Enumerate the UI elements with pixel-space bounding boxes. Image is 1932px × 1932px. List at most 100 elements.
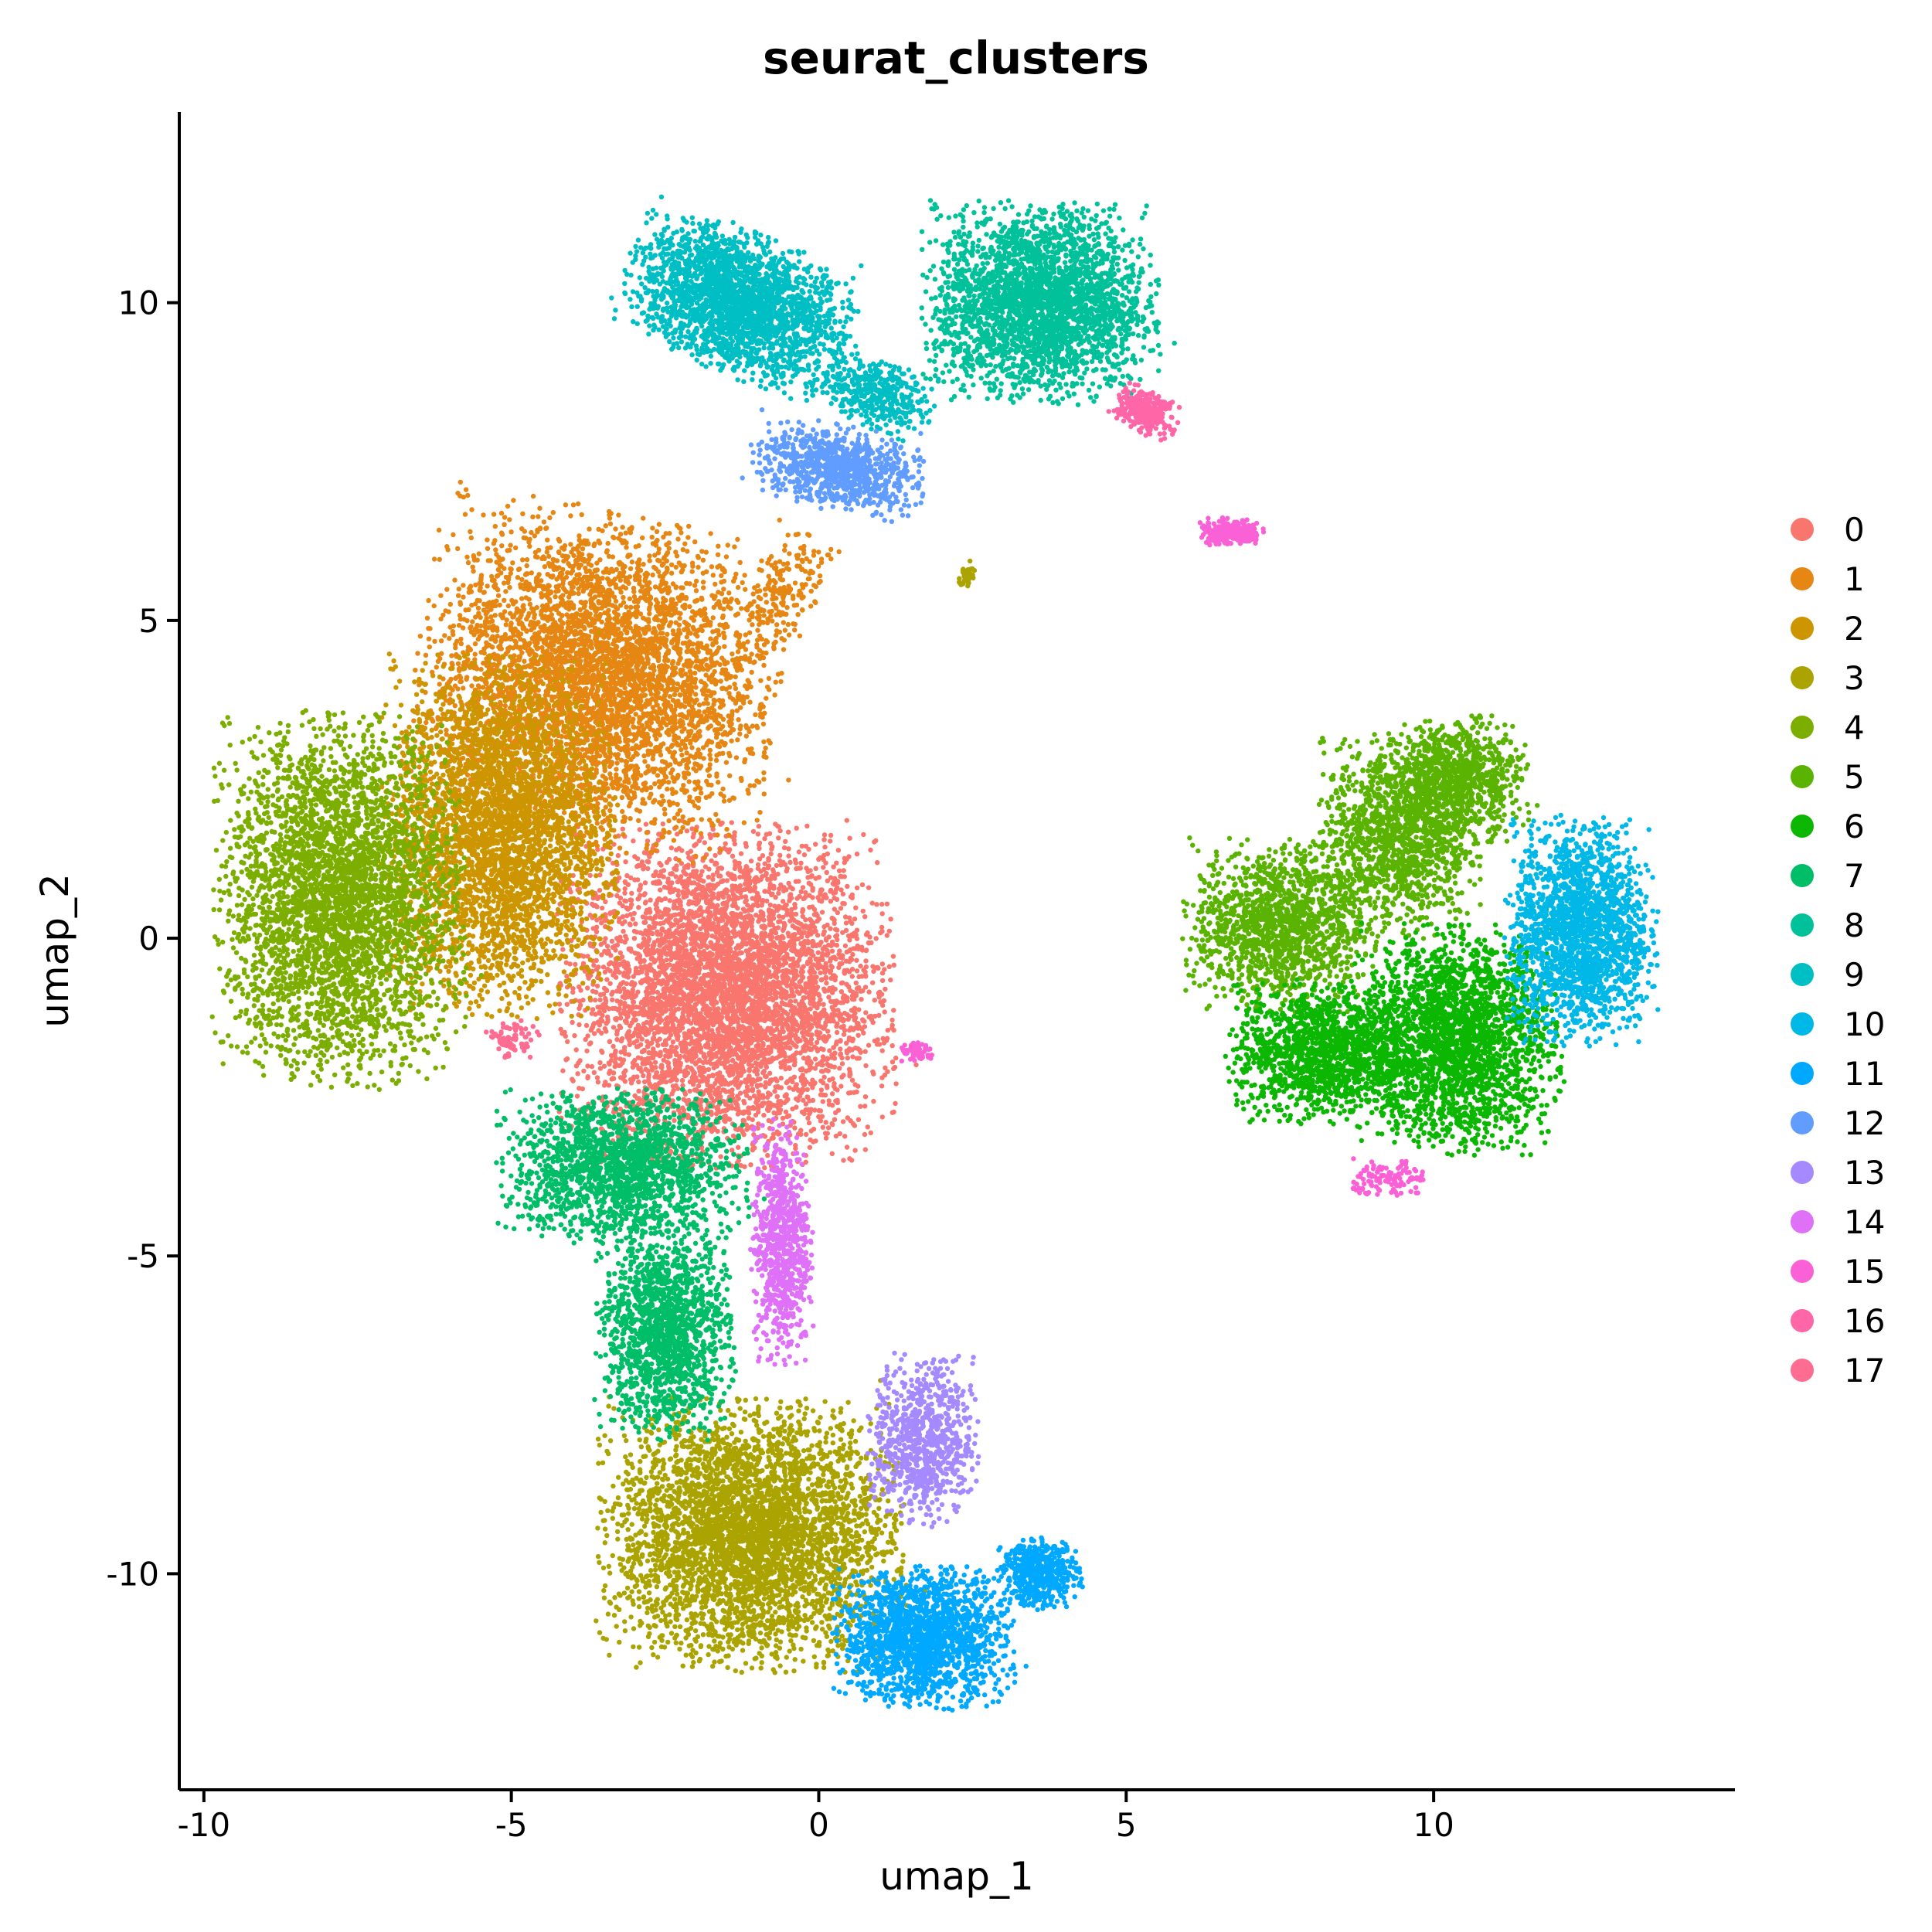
data-point bbox=[600, 906, 604, 910]
data-point bbox=[779, 1076, 784, 1080]
data-point bbox=[879, 1075, 884, 1080]
data-point bbox=[679, 848, 684, 852]
data-point bbox=[769, 852, 774, 856]
data-point bbox=[842, 868, 846, 872]
data-point bbox=[855, 1021, 860, 1026]
data-point bbox=[593, 998, 597, 1002]
data-point bbox=[830, 1091, 835, 1096]
data-point bbox=[756, 832, 760, 836]
data-point bbox=[824, 1136, 828, 1141]
data-point bbox=[646, 1050, 651, 1055]
data-point bbox=[870, 900, 875, 905]
data-point bbox=[716, 896, 720, 901]
data-point bbox=[865, 930, 869, 935]
data-point bbox=[618, 1015, 623, 1020]
data-point bbox=[801, 1098, 805, 1103]
data-point bbox=[698, 905, 702, 910]
data-point bbox=[781, 1116, 785, 1121]
data-point bbox=[863, 1063, 868, 1068]
data-point bbox=[735, 906, 740, 910]
data-point bbox=[835, 943, 839, 947]
data-point bbox=[570, 1020, 574, 1025]
data-point bbox=[845, 818, 849, 822]
data-point bbox=[581, 961, 586, 966]
data-point bbox=[832, 1117, 837, 1122]
data-point bbox=[872, 839, 876, 844]
data-point bbox=[665, 860, 669, 865]
data-point bbox=[750, 1087, 755, 1091]
data-point bbox=[607, 1039, 612, 1043]
data-point bbox=[596, 1005, 600, 1009]
data-point bbox=[879, 902, 884, 906]
data-point bbox=[847, 836, 852, 841]
data-point bbox=[636, 905, 641, 910]
data-point bbox=[845, 1056, 850, 1060]
chart-title: seurat_clusters bbox=[763, 32, 1149, 84]
data-point bbox=[786, 853, 791, 858]
data-point bbox=[872, 998, 877, 1002]
data-point bbox=[644, 821, 648, 826]
data-point bbox=[591, 963, 596, 968]
data-point bbox=[560, 1068, 565, 1073]
data-point bbox=[826, 1125, 831, 1130]
data-point bbox=[675, 1087, 680, 1091]
data-point bbox=[674, 1077, 679, 1082]
data-point bbox=[845, 884, 849, 889]
data-point bbox=[888, 917, 893, 921]
data-point bbox=[797, 980, 801, 985]
data-point bbox=[638, 827, 642, 832]
data-point bbox=[808, 1138, 812, 1142]
data-point bbox=[585, 985, 590, 990]
data-point bbox=[862, 1024, 867, 1029]
data-point bbox=[880, 911, 885, 916]
data-point bbox=[843, 914, 848, 919]
data-point bbox=[740, 915, 744, 920]
data-point bbox=[674, 848, 679, 852]
data-point bbox=[786, 830, 791, 835]
data-point bbox=[845, 1145, 849, 1149]
data-point bbox=[572, 1033, 577, 1038]
data-point bbox=[581, 1069, 586, 1073]
data-point bbox=[861, 909, 866, 913]
data-point bbox=[844, 920, 849, 925]
data-point bbox=[828, 999, 833, 1004]
data-point bbox=[669, 845, 674, 850]
data-point bbox=[860, 883, 865, 887]
data-point bbox=[891, 1008, 896, 1012]
data-point bbox=[832, 906, 837, 911]
data-point bbox=[765, 1153, 770, 1158]
data-point bbox=[798, 866, 803, 870]
data-point bbox=[693, 1075, 698, 1080]
data-point bbox=[863, 1010, 868, 1015]
data-point bbox=[730, 889, 734, 893]
data-point bbox=[577, 1022, 581, 1027]
data-point bbox=[837, 1066, 842, 1070]
data-point bbox=[888, 978, 893, 982]
data-point bbox=[797, 849, 801, 854]
data-point bbox=[887, 929, 892, 934]
data-point bbox=[761, 1113, 766, 1117]
data-point bbox=[828, 956, 833, 961]
data-point bbox=[794, 866, 798, 871]
data-point bbox=[616, 853, 621, 858]
data-point bbox=[594, 917, 599, 922]
data-point bbox=[822, 832, 827, 837]
data-point bbox=[875, 860, 879, 865]
data-point bbox=[710, 877, 715, 882]
data-point bbox=[575, 1094, 580, 1098]
data-point bbox=[841, 1073, 845, 1077]
data-point bbox=[622, 891, 627, 896]
data-point bbox=[604, 977, 609, 981]
data-point bbox=[826, 1069, 831, 1073]
data-point bbox=[850, 967, 855, 971]
data-point bbox=[821, 1099, 825, 1104]
data-point bbox=[710, 934, 715, 938]
data-point bbox=[804, 1132, 808, 1137]
data-point bbox=[849, 1158, 854, 1162]
data-point bbox=[762, 836, 767, 841]
data-point bbox=[764, 899, 769, 903]
data-point bbox=[828, 838, 832, 843]
data-point bbox=[742, 1165, 747, 1169]
data-point bbox=[632, 936, 637, 940]
